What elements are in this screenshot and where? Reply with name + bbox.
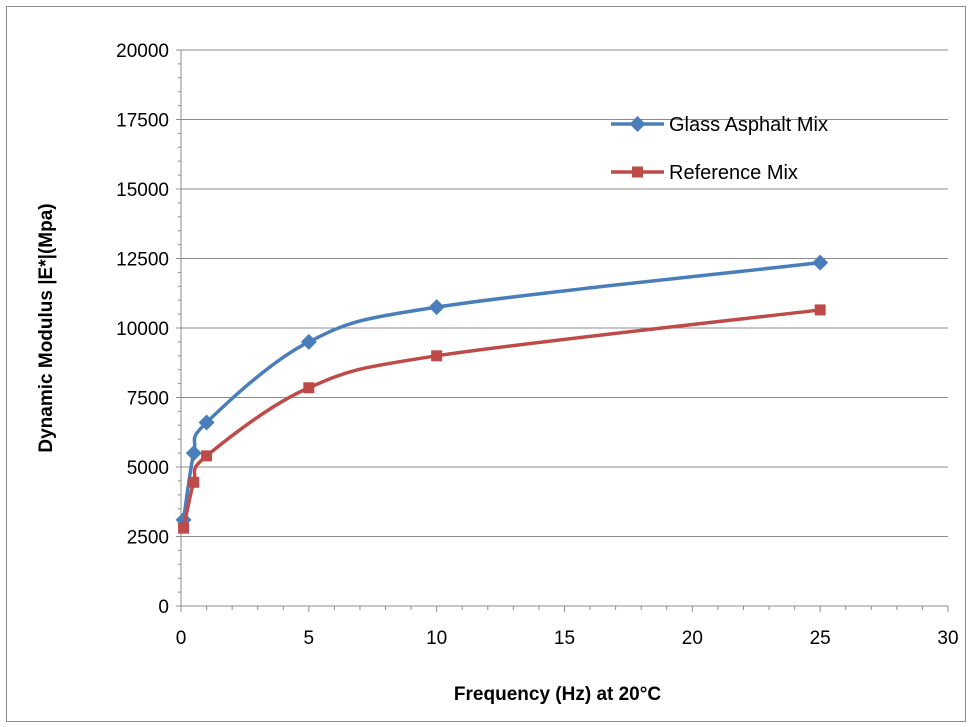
data-point	[201, 450, 213, 462]
ticks: 0 2500 5000 7500 10000 12500 15000 17500 20000 0 5…	[116, 41, 958, 649]
series-glass-asphalt-mix	[175, 254, 829, 528]
x-tick-label: 30	[937, 628, 958, 649]
data-point	[428, 299, 445, 316]
gridlines	[181, 49, 948, 537]
legend-marker	[632, 166, 643, 178]
x-tick-label: 20	[682, 628, 703, 649]
x-tick-label: 25	[810, 628, 831, 649]
y-tick-label: 0	[158, 597, 169, 618]
x-tick-label: 5	[304, 628, 315, 649]
data-point	[812, 254, 829, 271]
y-tick-label: 7500	[127, 389, 169, 410]
y-tick-label: 17500	[116, 111, 169, 132]
x-tick-label: 0	[176, 628, 187, 649]
legend-marker	[629, 116, 646, 132]
y-tick-label: 15000	[116, 180, 169, 201]
series-line	[181, 308, 821, 529]
data-point	[178, 522, 190, 534]
legend-label: Glass Asphalt Mix	[669, 114, 828, 136]
plot-series	[175, 254, 829, 534]
y-axis-title: Dynamic Modulus |E*|(Mpa)	[36, 203, 57, 452]
y-tick-label: 5000	[127, 458, 169, 479]
y-tick-label: 20000	[116, 41, 169, 62]
x-axis-title: Frequency (Hz) at 20°C	[454, 684, 661, 705]
y-tick-label: 2500	[127, 528, 169, 549]
y-tick-label: 12500	[116, 250, 169, 271]
x-tick-label: 10	[426, 628, 447, 649]
x-tick-label: 15	[554, 628, 575, 649]
series-line	[181, 260, 821, 521]
data-point	[431, 350, 443, 362]
data-point	[300, 333, 317, 350]
legend: Glass Asphalt Mix Reference Mix	[611, 114, 828, 184]
data-point	[188, 476, 200, 488]
legend-label: Reference Mix	[669, 162, 798, 184]
series-reference-mix	[178, 304, 826, 534]
data-point	[198, 414, 215, 431]
chart-area	[6, 6, 966, 722]
data-point	[185, 445, 202, 462]
y-tick-label: 10000	[116, 319, 169, 340]
data-point	[814, 304, 826, 316]
data-point	[303, 382, 315, 394]
